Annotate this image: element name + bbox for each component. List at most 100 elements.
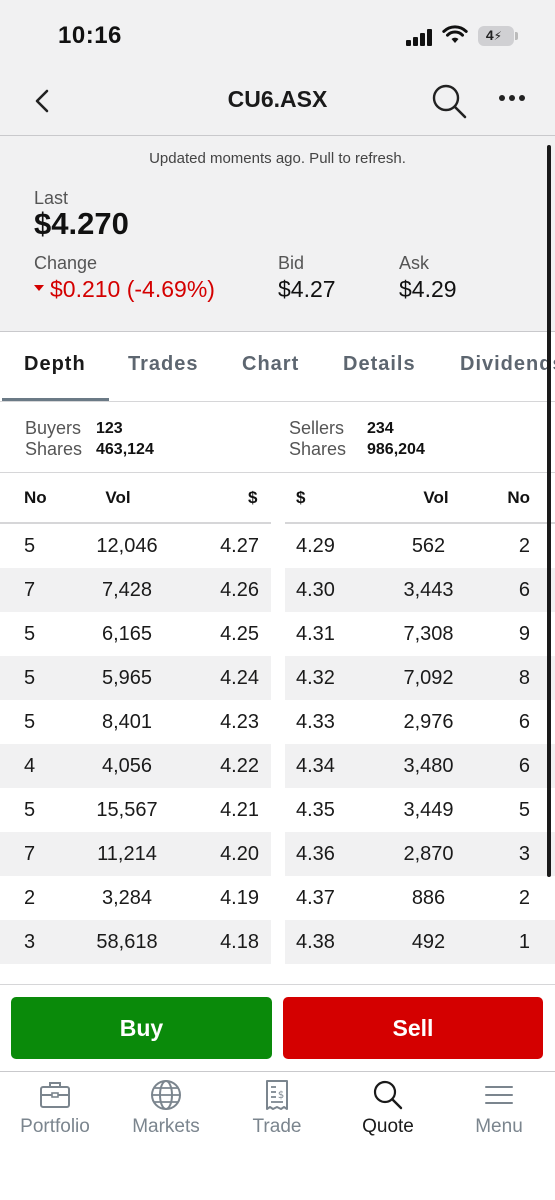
buy-no: 5 (24, 711, 36, 733)
sell-vol: 2,976 (403, 711, 454, 733)
wifi-icon (442, 25, 468, 43)
sell-no: 6 (518, 755, 530, 777)
buy-price: 4.24 (220, 667, 259, 689)
ask-label: Ask (399, 253, 430, 273)
sellers-count: 234 (367, 420, 394, 437)
divider (0, 522, 271, 524)
more-options-icon[interactable] (496, 88, 528, 108)
status-time: 10:16 (58, 22, 122, 49)
divider (0, 331, 555, 332)
depth-table-body: 5 12,046 4.27 4.29 562 2 7 7,428 4.26 4.… (0, 524, 555, 964)
tab-dividends[interactable]: Dividends (460, 353, 555, 375)
nav-trade[interactable]: $ Trade (222, 1078, 332, 1148)
scrollbar[interactable] (547, 145, 551, 877)
nav-trade-label: Trade (252, 1116, 302, 1137)
buy-button[interactable]: Buy (11, 997, 272, 1059)
nav-markets[interactable]: Markets (111, 1078, 221, 1148)
table-row: 7 11,214 4.20 4.36 2,870 3 (0, 832, 555, 876)
buy-price: 4.25 (220, 623, 259, 645)
tab-depth[interactable]: Depth (24, 353, 86, 375)
sellers-shares-label: Shares (289, 439, 347, 459)
buy-price: 4.21 (220, 799, 259, 821)
sell-no: 9 (518, 623, 530, 645)
sell-no: 6 (518, 579, 530, 601)
sell-vol: 492 (411, 931, 446, 953)
sellers-shares: 986,204 (367, 441, 425, 458)
buy-price: 4.20 (220, 843, 259, 865)
divider (0, 1071, 555, 1072)
cellular-signal-icon (406, 28, 432, 46)
refresh-hint: Updated moments ago. Pull to refresh. (149, 150, 406, 167)
tab-chart[interactable]: Chart (242, 353, 300, 375)
table-row: 4 4,056 4.22 4.34 3,480 6 (0, 744, 555, 788)
nav-menu-label: Menu (475, 1116, 523, 1137)
table-row: 2 3,284 4.19 4.37 886 2 (0, 876, 555, 920)
buy-price: 4.23 (220, 711, 259, 733)
buy-price: 4.18 (220, 931, 259, 953)
sell-vol: 7,308 (403, 623, 454, 645)
back-chevron-icon[interactable] (30, 86, 56, 116)
table-row: 5 15,567 4.21 4.35 3,449 5 (0, 788, 555, 832)
sell-no: 3 (518, 843, 530, 865)
down-arrow-icon (34, 284, 44, 291)
sell-vol: 562 (411, 535, 446, 557)
buy-no: 5 (24, 667, 36, 689)
buy-price-header: $ (248, 488, 258, 507)
sell-vol: 3,443 (403, 579, 454, 601)
buy-no: 5 (24, 799, 36, 821)
sell-no: 2 (518, 535, 530, 557)
battery-icon: 4⚡ (478, 26, 518, 46)
buy-vol: 7,428 (101, 579, 153, 601)
sell-button[interactable]: Sell (283, 997, 543, 1059)
sell-price: 4.31 (296, 623, 335, 645)
buy-no: 5 (24, 623, 36, 645)
sell-price: 4.30 (296, 579, 335, 601)
table-row: 5 8,401 4.23 4.33 2,976 6 (0, 700, 555, 744)
buy-no-header: No (24, 488, 47, 507)
quote-header-panel (0, 0, 555, 332)
nav-portfolio-label: Portfolio (20, 1116, 90, 1137)
sell-price: 4.38 (296, 931, 335, 953)
sell-price: 4.37 (296, 887, 335, 909)
buy-vol: 5,965 (101, 667, 153, 689)
active-tab-indicator (2, 398, 109, 401)
globe-icon (151, 1080, 181, 1110)
bid-value: $4.27 (278, 276, 336, 302)
sell-price: 4.36 (296, 843, 335, 865)
receipt-icon: $ (266, 1080, 288, 1110)
divider (0, 135, 555, 136)
tab-details[interactable]: Details (343, 353, 416, 375)
buy-price: 4.26 (220, 579, 259, 601)
divider (0, 472, 555, 473)
sell-no: 8 (518, 667, 530, 689)
buy-vol: 3,284 (101, 887, 153, 909)
battery-level: 4⚡ (485, 27, 503, 43)
hamburger-icon (485, 1086, 513, 1104)
tab-trades[interactable]: Trades (128, 353, 199, 375)
buyers-label: Buyers (25, 418, 82, 438)
buy-vol: 12,046 (96, 535, 158, 557)
search-icon (373, 1080, 403, 1110)
nav-portfolio[interactable]: Portfolio (0, 1078, 110, 1148)
change-label: Change (34, 253, 98, 273)
buyers-shares-label: Shares (25, 439, 83, 459)
buy-no: 7 (24, 843, 36, 865)
bid-label: Bid (278, 253, 305, 273)
status-bar: 10:16 4⚡ (0, 0, 555, 70)
table-row: 7 7,428 4.26 4.30 3,443 6 (0, 568, 555, 612)
sell-price-header: $ (296, 488, 306, 507)
buy-vol-header: Vol (105, 488, 131, 507)
table-row: 5 6,165 4.25 4.31 7,308 9 (0, 612, 555, 656)
ask-value: $4.29 (399, 276, 457, 302)
table-row: 3 58,618 4.18 4.38 492 1 (0, 920, 555, 964)
buy-price: 4.19 (220, 887, 259, 909)
svg-text:$: $ (278, 1090, 284, 1101)
search-icon[interactable] (430, 82, 468, 120)
page-title: CU6.ASX (227, 86, 328, 112)
sell-price: 4.29 (296, 535, 335, 557)
tab-bar: Depth Trades Chart Details Dividends (0, 333, 555, 401)
nav-quote[interactable]: Quote (333, 1078, 443, 1148)
change-value: $0.210 (-4.69%) (50, 276, 215, 302)
buy-no: 3 (24, 931, 36, 953)
nav-menu[interactable]: Menu (444, 1078, 554, 1148)
